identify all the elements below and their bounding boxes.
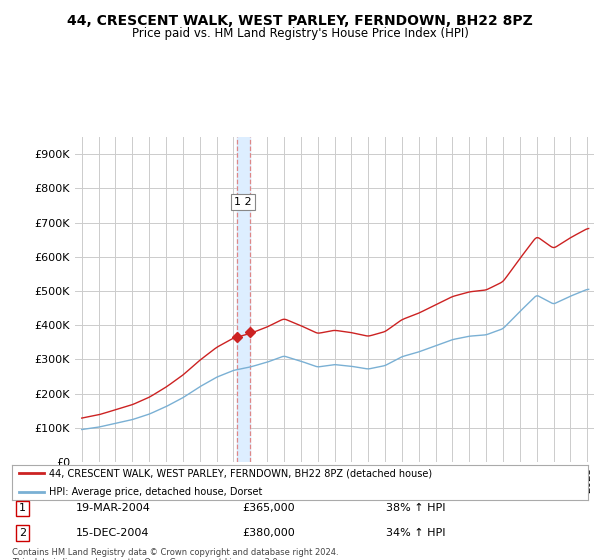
Text: HPI: Average price, detached house, Dorset: HPI: Average price, detached house, Dors… [49, 487, 263, 497]
Text: 1: 1 [19, 503, 26, 514]
Text: 1 2: 1 2 [235, 197, 252, 207]
Text: Contains HM Land Registry data © Crown copyright and database right 2024.
This d: Contains HM Land Registry data © Crown c… [12, 548, 338, 560]
Text: 19-MAR-2004: 19-MAR-2004 [76, 503, 150, 514]
Text: 15-DEC-2004: 15-DEC-2004 [76, 528, 149, 538]
Text: 44, CRESCENT WALK, WEST PARLEY, FERNDOWN, BH22 8PZ (detached house): 44, CRESCENT WALK, WEST PARLEY, FERNDOWN… [49, 469, 433, 478]
Text: £380,000: £380,000 [242, 528, 295, 538]
Text: 2: 2 [19, 528, 26, 538]
Text: £365,000: £365,000 [242, 503, 295, 514]
Text: 38% ↑ HPI: 38% ↑ HPI [386, 503, 446, 514]
Text: 44, CRESCENT WALK, WEST PARLEY, FERNDOWN, BH22 8PZ: 44, CRESCENT WALK, WEST PARLEY, FERNDOWN… [67, 14, 533, 28]
Text: 34% ↑ HPI: 34% ↑ HPI [386, 528, 446, 538]
Bar [237, 137, 250, 462]
Text: Price paid vs. HM Land Registry's House Price Index (HPI): Price paid vs. HM Land Registry's House … [131, 27, 469, 40]
